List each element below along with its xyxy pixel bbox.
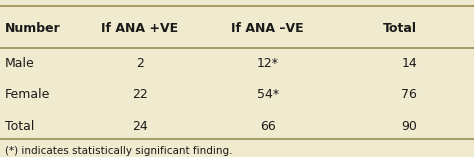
Text: 14: 14 (401, 57, 417, 70)
Text: If ANA –VE: If ANA –VE (231, 22, 304, 35)
Text: Number: Number (5, 22, 61, 35)
Text: If ANA +VE: If ANA +VE (101, 22, 178, 35)
Text: Female: Female (5, 89, 50, 101)
Text: 90: 90 (401, 120, 417, 133)
Text: 66: 66 (260, 120, 276, 133)
Text: 76: 76 (401, 89, 417, 101)
Text: 22: 22 (132, 89, 148, 101)
Text: 2: 2 (136, 57, 144, 70)
Text: Total: Total (383, 22, 417, 35)
Text: 24: 24 (132, 120, 148, 133)
Text: 12*: 12* (257, 57, 279, 70)
Text: 54*: 54* (257, 89, 279, 101)
Text: Male: Male (5, 57, 35, 70)
Text: (*) indicates statistically significant finding.: (*) indicates statistically significant … (5, 146, 232, 156)
Text: Total: Total (5, 120, 34, 133)
